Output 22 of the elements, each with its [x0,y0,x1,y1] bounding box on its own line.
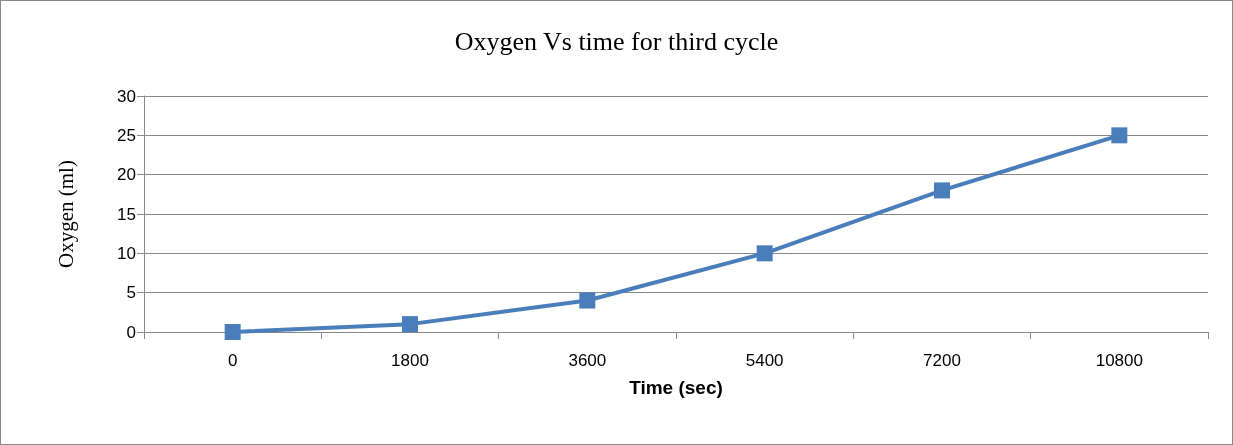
x-tick-label: 5400 [745,351,784,370]
x-tick-label: 3600 [568,351,607,370]
chart-title: Oxygen Vs time for third cycle [454,26,779,56]
point [402,316,418,333]
y-tick-label: 10 [117,243,136,263]
x-axis-title: Time (sec) [629,377,723,398]
y-tick-label: 5 [126,283,136,303]
x-tick-label: 1800 [391,351,429,370]
point [224,324,241,340]
y-tick-label: 15 [117,204,136,224]
x-tick-label: 0 [227,351,238,370]
y-axis-title: Oxygen (ml) [53,160,78,268]
point [934,182,950,199]
x-tick-label: 10800 [1095,351,1143,370]
y-tick-label: 25 [117,125,136,145]
y-tick-label: 20 [117,165,136,185]
y-tick-label: 0 [126,322,136,342]
point [1111,127,1128,144]
y-tick-label: 30 [117,86,136,106]
x-tick-label: 7200 [923,351,961,370]
point [756,245,773,262]
point [579,292,596,309]
